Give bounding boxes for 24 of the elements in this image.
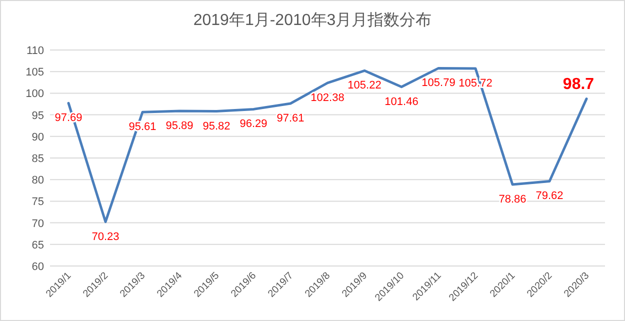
y-tick-label: 90	[32, 131, 44, 144]
data-label: 79.62	[536, 190, 564, 202]
y-tick-label: 75	[32, 196, 44, 208]
data-label: 70.23	[92, 230, 120, 243]
y-tick-label: 65	[32, 239, 44, 252]
data-label: 95.89	[166, 120, 194, 132]
data-label: 105.22	[348, 80, 382, 92]
y-tick-label: 70	[32, 218, 44, 230]
y-tick-label: 80	[32, 174, 44, 187]
data-label: 78.86	[498, 194, 526, 206]
data-label: 95.82	[202, 120, 230, 132]
y-tick-label: 105	[26, 66, 44, 79]
y-tick-label: 95	[32, 110, 44, 122]
data-label: 102.38	[310, 92, 344, 104]
data-label: 101.46	[384, 96, 418, 108]
data-label: 105.79	[422, 77, 456, 90]
data-label: 96.29	[240, 118, 268, 130]
y-tick-label: 110	[26, 45, 44, 57]
chart-title: 2019年1月-2010年3月月指数分布	[193, 11, 432, 29]
data-label: 98.7	[562, 76, 594, 93]
y-tick-label: 100	[26, 88, 44, 100]
y-tick-label: 85	[32, 153, 44, 165]
data-label: 97.61	[276, 112, 304, 125]
y-tick-label: 60	[32, 261, 44, 273]
